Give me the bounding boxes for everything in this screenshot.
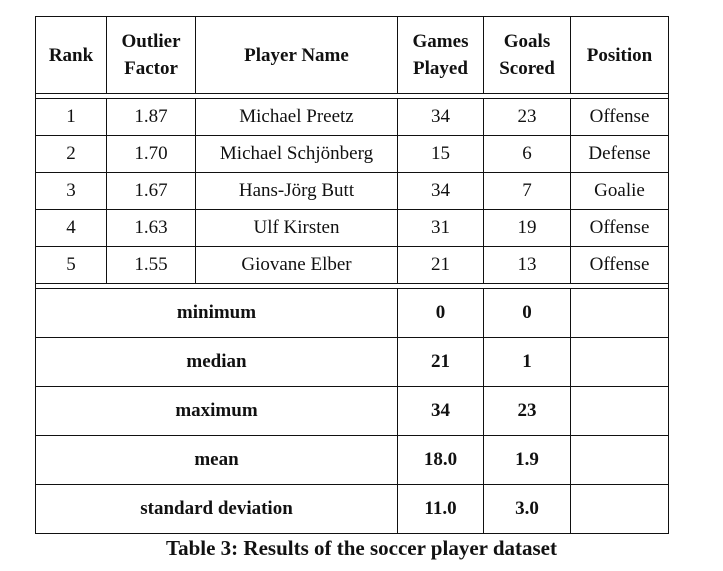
- outlier-factor-cell: 1.70: [106, 135, 196, 173]
- rank-cell: 3: [35, 172, 107, 210]
- stat-label: mean: [35, 435, 398, 485]
- stat-position-empty: [570, 435, 669, 485]
- stats-row: standard deviation 11.0 3.0: [35, 484, 669, 534]
- stats-row: minimum 0 0: [35, 288, 669, 338]
- goals-scored-cell: 19: [483, 209, 571, 247]
- header-games-played: Games Played: [397, 16, 484, 94]
- games-played-cell: 31: [397, 209, 484, 247]
- header-row: Rank Outlier Factor Player Name Games Pl…: [35, 16, 669, 94]
- goals-scored-cell: 13: [483, 246, 571, 284]
- rank-cell: 5: [35, 246, 107, 284]
- position-cell: Goalie: [570, 172, 669, 210]
- goals-scored-cell: 7: [483, 172, 571, 210]
- stat-position-empty: [570, 337, 669, 387]
- table-row: 4 1.63 Ulf Kirsten 31 19 Offense: [35, 209, 669, 247]
- player-name-cell: Hans-Jörg Butt: [195, 172, 398, 210]
- stat-games-value: 11.0: [397, 484, 484, 534]
- stats-row: mean 18.0 1.9: [35, 435, 669, 485]
- header-position: Position: [570, 16, 669, 94]
- games-played-cell: 34: [397, 98, 484, 136]
- table-row: 1 1.87 Michael Preetz 34 23 Offense: [35, 98, 669, 136]
- outlier-factor-cell: 1.67: [106, 172, 196, 210]
- table-row: 5 1.55 Giovane Elber 21 13 Offense: [35, 246, 669, 284]
- goals-scored-cell: 23: [483, 98, 571, 136]
- results-table-container: Rank Outlier Factor Player Name Games Pl…: [35, 16, 669, 534]
- position-cell: Offense: [570, 98, 669, 136]
- stat-position-empty: [570, 386, 669, 436]
- stat-games-value: 0: [397, 288, 484, 338]
- stat-games-value: 21: [397, 337, 484, 387]
- stats-row: maximum 34 23: [35, 386, 669, 436]
- soccer-results-table: Rank Outlier Factor Player Name Games Pl…: [35, 16, 669, 534]
- header-outlier-factor: Outlier Factor: [106, 16, 196, 94]
- stats-row: median 21 1: [35, 337, 669, 387]
- rank-cell: 1: [35, 98, 107, 136]
- games-played-cell: 34: [397, 172, 484, 210]
- player-name-cell: Ulf Kirsten: [195, 209, 398, 247]
- player-name-cell: Michael Preetz: [195, 98, 398, 136]
- stat-position-empty: [570, 484, 669, 534]
- stat-label: median: [35, 337, 398, 387]
- stat-label: maximum: [35, 386, 398, 436]
- rank-cell: 2: [35, 135, 107, 173]
- header-goals-scored: Goals Scored: [483, 16, 571, 94]
- header-rank: Rank: [35, 16, 107, 94]
- position-cell: Offense: [570, 246, 669, 284]
- stat-label: minimum: [35, 288, 398, 338]
- games-played-cell: 21: [397, 246, 484, 284]
- stat-games-value: 34: [397, 386, 484, 436]
- header-player-name: Player Name: [195, 16, 398, 94]
- stat-label: standard deviation: [35, 484, 398, 534]
- position-cell: Offense: [570, 209, 669, 247]
- stat-games-value: 18.0: [397, 435, 484, 485]
- games-played-cell: 15: [397, 135, 484, 173]
- table-caption: Table 3: Results of the soccer player da…: [166, 536, 557, 560]
- position-cell: Defense: [570, 135, 669, 173]
- outlier-factor-cell: 1.63: [106, 209, 196, 247]
- rank-cell: 4: [35, 209, 107, 247]
- outlier-factor-cell: 1.55: [106, 246, 196, 284]
- player-name-cell: Michael Schjönberg: [195, 135, 398, 173]
- goals-scored-cell: 6: [483, 135, 571, 173]
- player-name-cell: Giovane Elber: [195, 246, 398, 284]
- stat-goals-value: 1: [483, 337, 571, 387]
- table-row: 2 1.70 Michael Schjönberg 15 6 Defense: [35, 135, 669, 173]
- stat-goals-value: 1.9: [483, 435, 571, 485]
- stat-position-empty: [570, 288, 669, 338]
- stat-goals-value: 3.0: [483, 484, 571, 534]
- stat-goals-value: 23: [483, 386, 571, 436]
- stat-goals-value: 0: [483, 288, 571, 338]
- table-row: 3 1.67 Hans-Jörg Butt 34 7 Goalie: [35, 172, 669, 210]
- outlier-factor-cell: 1.87: [106, 98, 196, 136]
